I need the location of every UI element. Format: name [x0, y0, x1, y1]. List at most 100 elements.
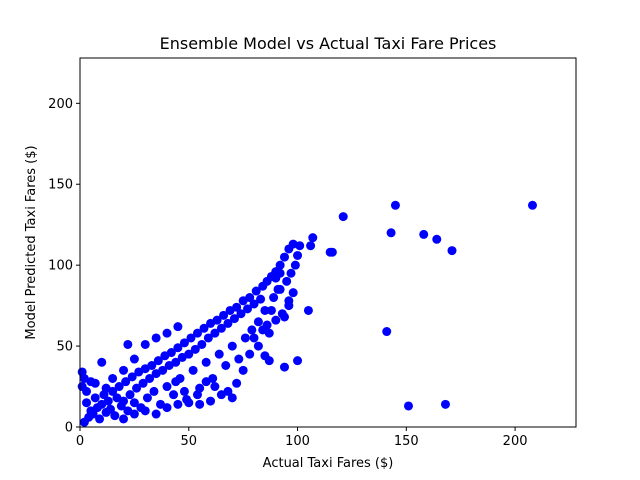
data-point: [227, 393, 237, 403]
data-point: [127, 372, 137, 382]
data-point: [303, 305, 313, 315]
chart-title: Ensemble Model vs Actual Taxi Fare Price…: [160, 34, 497, 53]
data-point: [238, 365, 248, 375]
data-point: [293, 356, 303, 366]
data-point: [132, 383, 142, 393]
plot-area-frame: [79, 57, 577, 428]
data-point: [232, 378, 242, 388]
data-point: [173, 399, 183, 409]
data-point: [253, 317, 263, 327]
x-tick-label: 50: [180, 434, 197, 449]
data-point: [171, 377, 181, 387]
data-point: [82, 386, 92, 396]
data-point: [119, 365, 129, 375]
data-point: [221, 361, 231, 370]
y-tick-label: 150: [48, 178, 73, 193]
data-point: [262, 320, 272, 330]
data-point: [188, 365, 198, 375]
data-point: [195, 399, 205, 409]
data-point: [308, 233, 318, 243]
data-point: [286, 268, 296, 278]
data-point: [327, 247, 337, 257]
data-point: [138, 378, 148, 388]
data-point: [129, 409, 139, 419]
data-point: [219, 310, 229, 320]
y-tick-label: 100: [48, 259, 73, 274]
y-tick-label: 200: [48, 97, 73, 112]
data-point: [82, 398, 92, 408]
data-point: [101, 383, 111, 393]
data-point: [306, 241, 316, 251]
data-point: [206, 396, 216, 406]
data-point: [251, 286, 261, 296]
data-point: [179, 386, 189, 396]
data-point: [184, 398, 194, 408]
data-point: [264, 356, 274, 366]
data-point: [147, 361, 157, 370]
data-point: [269, 293, 279, 303]
data-point: [192, 390, 202, 400]
data-point: [173, 343, 183, 353]
data-point: [149, 386, 159, 396]
data-point: [382, 327, 392, 337]
data-point: [162, 328, 172, 338]
x-axis-label: Actual Taxi Fares ($): [263, 456, 394, 471]
data-point: [151, 333, 161, 343]
data-point: [432, 234, 442, 244]
x-tick-label: 0: [76, 434, 84, 449]
data-point: [169, 390, 179, 400]
y-axis-label: Model Predicted Taxi Fares ($): [24, 145, 39, 339]
data-point: [338, 212, 348, 222]
data-point: [103, 396, 113, 406]
data-point: [293, 250, 303, 260]
data-point: [108, 373, 118, 383]
data-point: [199, 323, 209, 333]
data-point: [166, 348, 176, 358]
data-point: [114, 382, 124, 392]
data-point: [105, 404, 115, 414]
data-point: [447, 246, 457, 256]
data-point: [121, 377, 131, 387]
data-point: [266, 305, 276, 315]
data-point: [223, 318, 233, 328]
data-point: [419, 229, 429, 239]
data-point: [173, 322, 183, 332]
data-point: [275, 284, 285, 294]
data-point: [77, 367, 87, 377]
data-point: [125, 390, 135, 400]
data-point: [153, 356, 163, 366]
data-point: [151, 409, 161, 419]
y-axis: 0 50 100 150 200: [48, 97, 80, 436]
data-point: [140, 406, 150, 416]
y-tick-label: 0: [65, 421, 73, 436]
data-point: [192, 328, 202, 338]
data-point: [232, 302, 242, 312]
data-point: [142, 393, 152, 403]
data-point: [212, 315, 222, 325]
data-point: [527, 200, 537, 210]
data-point: [386, 228, 396, 238]
x-tick-label: 100: [285, 434, 310, 449]
data-point: [214, 349, 224, 359]
data-point: [140, 339, 150, 349]
data-point: [288, 288, 298, 298]
data-point: [90, 393, 100, 403]
data-point: [184, 349, 194, 359]
data-point: [158, 365, 168, 375]
data-point: [123, 339, 133, 349]
data-point: [201, 377, 211, 387]
data-point: [243, 304, 253, 314]
data-point: [279, 312, 289, 322]
data-point: [245, 349, 255, 359]
y-tick-label: 50: [56, 340, 73, 355]
data-point: [245, 293, 255, 303]
data-point: [236, 309, 246, 319]
data-point: [88, 409, 98, 419]
data-point: [290, 260, 300, 270]
data-point: [403, 401, 413, 411]
data-point: [275, 260, 285, 270]
data-point: [203, 333, 213, 343]
data-point: [95, 414, 105, 424]
data-points: [77, 200, 537, 427]
